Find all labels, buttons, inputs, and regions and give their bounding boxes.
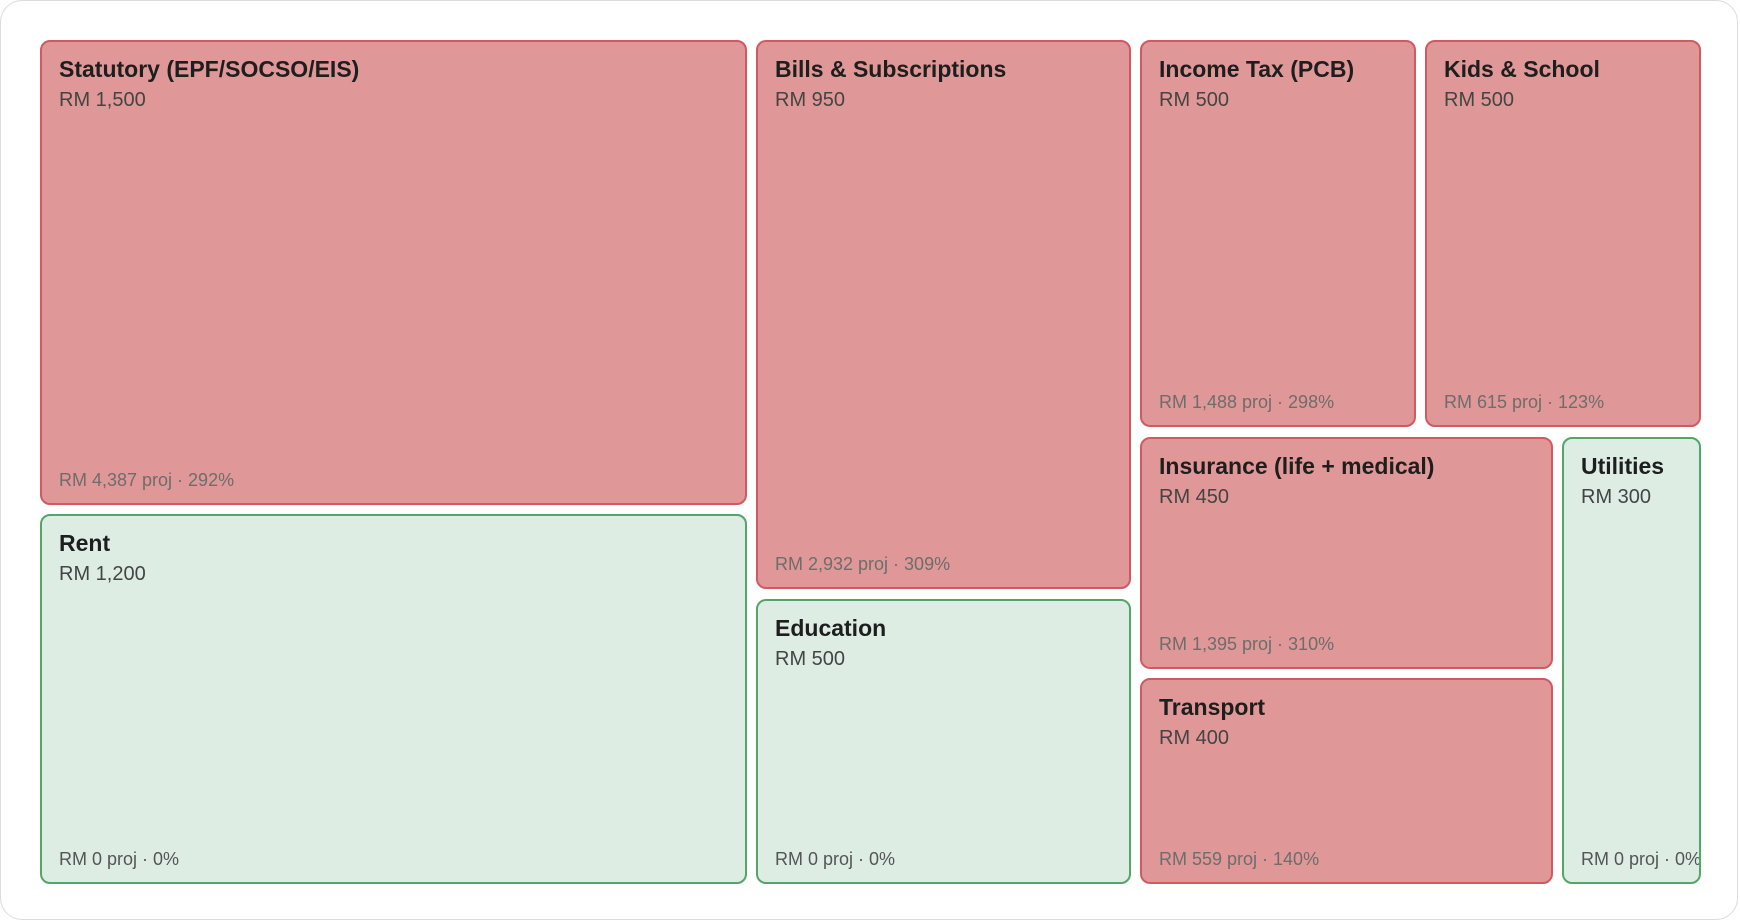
tile-bills-subscriptions[interactable]: Bills & Subscriptions RM 950 RM 2,932 pr… (756, 40, 1131, 589)
tile-projection: RM 4,387 proj · 292% (59, 470, 235, 490)
tile-budget: RM 500 (1444, 89, 1515, 111)
tile-projection: RM 0 proj · 0% (59, 849, 180, 869)
tile-name: Bills & Subscriptions (775, 56, 1007, 82)
tile-projection: RM 2,932 proj · 309% (775, 554, 951, 574)
tile-projection: RM 615 proj · 123% (1444, 392, 1605, 412)
tile-income-tax[interactable]: Income Tax (PCB) RM 500 RM 1,488 proj · … (1140, 40, 1416, 427)
tile-education[interactable]: Education RM 500 RM 0 proj · 0% (756, 599, 1131, 884)
tile-name: Insurance (life + medical) (1159, 453, 1435, 479)
tile-name: Transport (1159, 694, 1266, 720)
tile-projection: RM 559 proj · 140% (1159, 849, 1320, 869)
tile-budget: RM 950 (775, 89, 846, 111)
tile-projection: RM 0 proj · 0% (775, 849, 896, 869)
tile-budget: RM 1,200 (59, 563, 146, 585)
tile-name: Utilities (1581, 453, 1665, 479)
tile-budget: RM 500 (775, 648, 846, 670)
tile-projection: RM 1,395 proj · 310% (1159, 634, 1335, 654)
tile-utilities[interactable]: Utilities RM 300 RM 0 proj · 0% (1562, 437, 1701, 884)
tile-name: Education (775, 615, 887, 641)
tile-projection: RM 1,488 proj · 298% (1159, 392, 1335, 412)
tile-budget: RM 400 (1159, 727, 1230, 749)
tile-kids-school[interactable]: Kids & School RM 500 RM 615 proj · 123% (1425, 40, 1701, 427)
tile-statutory[interactable]: Statutory (EPF/SOCSO/EIS) RM 1,500 RM 4,… (40, 40, 747, 505)
tile-name: Rent (59, 530, 111, 556)
tile-budget: RM 1,500 (59, 89, 146, 111)
tile-budget: RM 450 (1159, 486, 1230, 508)
tile-budget: RM 500 (1159, 89, 1230, 111)
tile-transport[interactable]: Transport RM 400 RM 559 proj · 140% (1140, 678, 1553, 884)
tile-name: Kids & School (1444, 56, 1600, 82)
tile-projection: RM 0 proj · 0% (1581, 849, 1701, 869)
tile-insurance[interactable]: Insurance (life + medical) RM 450 RM 1,3… (1140, 437, 1553, 669)
tile-budget: RM 300 (1581, 486, 1652, 508)
tile-rent[interactable]: Rent RM 1,200 RM 0 proj · 0% (40, 514, 747, 884)
tile-name: Statutory (EPF/SOCSO/EIS) (59, 56, 360, 82)
tile-name: Income Tax (PCB) (1159, 56, 1355, 82)
